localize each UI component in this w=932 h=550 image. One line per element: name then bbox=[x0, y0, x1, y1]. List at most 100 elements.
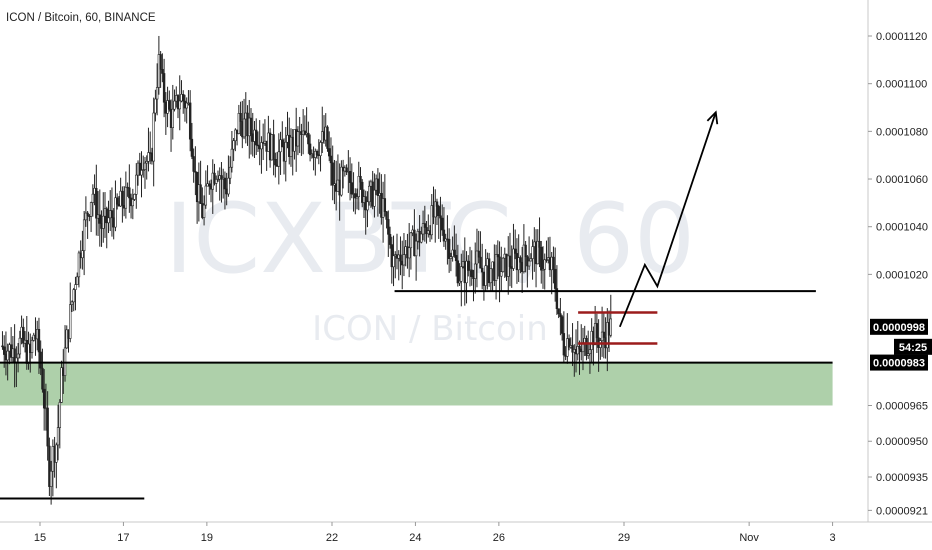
price-tag-label: 0.0000998 bbox=[873, 322, 925, 334]
candle-body bbox=[82, 219, 86, 251]
candle bbox=[159, 51, 162, 88]
candle-body bbox=[296, 131, 300, 147]
candle bbox=[373, 173, 376, 218]
candle-body bbox=[399, 254, 402, 262]
candle bbox=[228, 156, 232, 185]
candle bbox=[140, 151, 143, 198]
candle-body bbox=[227, 177, 230, 195]
candle-body bbox=[234, 129, 237, 142]
candle bbox=[571, 323, 574, 367]
candle-body bbox=[121, 190, 124, 206]
candle-body bbox=[237, 113, 241, 134]
candle-body bbox=[77, 252, 81, 278]
price-tag: 0.0000998 bbox=[870, 318, 928, 335]
candle bbox=[138, 152, 141, 176]
candle-body bbox=[366, 201, 369, 211]
candle-body bbox=[315, 150, 319, 155]
candle-body bbox=[354, 193, 357, 199]
candle bbox=[74, 276, 77, 311]
price-tag-label: 54:25 bbox=[899, 342, 927, 354]
candle bbox=[107, 200, 110, 234]
candle-body bbox=[274, 158, 277, 166]
candle-body bbox=[161, 69, 164, 74]
candle bbox=[567, 334, 571, 351]
candle bbox=[157, 35, 161, 95]
candle bbox=[216, 170, 220, 182]
candle-body bbox=[230, 148, 234, 168]
candle bbox=[110, 187, 114, 237]
candle-body bbox=[37, 328, 41, 353]
candle bbox=[89, 201, 93, 233]
candle bbox=[496, 240, 500, 280]
candle bbox=[399, 236, 402, 276]
candle bbox=[114, 180, 117, 232]
x-tick-label: 29 bbox=[618, 532, 630, 544]
candle-body bbox=[571, 345, 574, 353]
candle bbox=[152, 97, 155, 187]
candle bbox=[366, 191, 369, 228]
candle bbox=[72, 287, 75, 312]
candle-body bbox=[154, 98, 157, 114]
candle bbox=[102, 192, 105, 243]
candle-body bbox=[162, 73, 166, 103]
candle bbox=[454, 233, 458, 277]
candle bbox=[602, 313, 606, 359]
candle-body bbox=[188, 102, 192, 140]
time-axis[interactable]: 15 17 19 22 24 26 29 Nov 3 bbox=[34, 522, 836, 544]
candle-body bbox=[456, 260, 460, 284]
candle bbox=[479, 231, 482, 269]
candle bbox=[585, 335, 588, 361]
candle-body bbox=[373, 189, 376, 207]
candle bbox=[30, 336, 34, 359]
candle-body bbox=[232, 140, 235, 150]
price-tag: 0.0000983 bbox=[870, 354, 928, 371]
candle-body bbox=[434, 201, 437, 218]
candle-body bbox=[89, 202, 93, 217]
candle-body bbox=[124, 186, 128, 209]
candle bbox=[42, 369, 46, 431]
candle-body bbox=[105, 208, 108, 224]
candle-body bbox=[39, 351, 42, 369]
candle bbox=[326, 125, 329, 152]
candle-body bbox=[192, 156, 195, 172]
candle bbox=[281, 121, 284, 148]
candle-body bbox=[155, 87, 159, 100]
candle bbox=[423, 205, 427, 242]
candle bbox=[115, 193, 119, 210]
candle-body bbox=[437, 206, 440, 217]
candle bbox=[414, 233, 418, 281]
candle-body bbox=[75, 276, 79, 285]
candle bbox=[348, 157, 352, 201]
candle-body bbox=[145, 161, 148, 164]
candle-body bbox=[512, 248, 515, 269]
candle-body bbox=[16, 353, 20, 359]
candle-body bbox=[329, 155, 333, 164]
support-zone bbox=[0, 362, 833, 406]
candle bbox=[498, 241, 501, 303]
candle bbox=[81, 230, 84, 270]
candle-body bbox=[498, 256, 501, 277]
candle bbox=[531, 239, 534, 280]
candle-body bbox=[202, 204, 206, 218]
candle-body bbox=[171, 108, 174, 129]
candle-body bbox=[159, 54, 162, 70]
candle bbox=[519, 255, 522, 274]
candle bbox=[540, 240, 543, 284]
candle-body bbox=[423, 223, 427, 228]
candle bbox=[588, 344, 592, 374]
candle-body bbox=[524, 244, 527, 257]
projection-path[interactable] bbox=[618, 111, 717, 328]
y-tick-label: 0.0001080 bbox=[876, 126, 928, 138]
candle bbox=[560, 314, 564, 341]
plot-area[interactable] bbox=[0, 35, 833, 505]
candle-body bbox=[213, 172, 216, 184]
candle-body bbox=[458, 280, 461, 284]
candle-body bbox=[361, 181, 364, 203]
price-axis[interactable]: 0.0001120 0.0001100 0.0001080 0.0001060 0.00… bbox=[868, 31, 928, 517]
candle bbox=[161, 53, 164, 83]
candle bbox=[204, 170, 208, 209]
y-tick-label: 0.0000935 bbox=[876, 472, 928, 484]
y-tick-label: 0.0000950 bbox=[876, 436, 928, 448]
candle bbox=[315, 149, 319, 159]
